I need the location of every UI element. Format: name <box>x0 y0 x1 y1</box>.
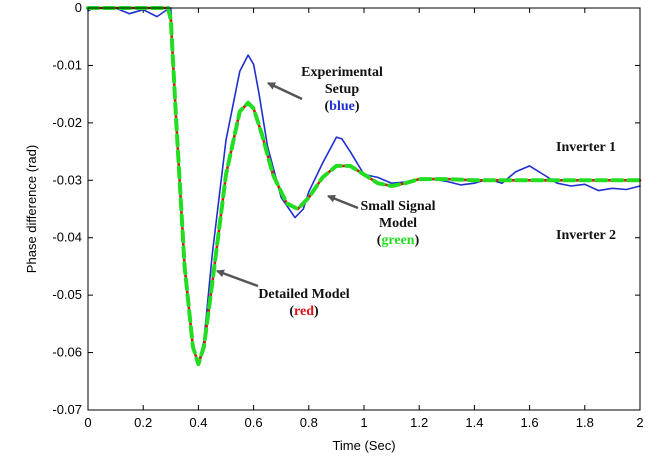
x-axis-label: Time (Sec) <box>332 438 395 453</box>
y-tick-label: 0 <box>75 0 82 15</box>
label-inverter-1: Inverter 1 <box>556 140 616 155</box>
y-tick-label: -0.03 <box>52 172 82 187</box>
annotation-small-signal-arrow <box>327 194 359 210</box>
x-tick-label: 1.2 <box>410 415 428 430</box>
y-tick-label: -0.06 <box>52 345 82 360</box>
annotation-small-signal-line2: Model <box>379 216 417 231</box>
series-layer <box>86 6 642 367</box>
annotation-experimental-color: (blue) <box>324 99 359 114</box>
annotation-small-signal-color: (green) <box>377 233 420 248</box>
x-tick-label: 0.2 <box>134 415 152 430</box>
x-tick-label: 0.6 <box>245 415 263 430</box>
y-tick-label: -0.02 <box>52 115 82 130</box>
annotation-detailed-line1: Detailed Model <box>258 287 349 302</box>
y-tick-label: -0.05 <box>52 287 82 302</box>
y-tick-label: -0.01 <box>52 57 82 72</box>
annotation-detailed-arrow <box>216 269 259 288</box>
annotation-detailed-color: (red) <box>289 304 319 319</box>
annotation-small-signal-line1: Small Signal <box>360 199 435 214</box>
annotation-experimental-line2: Setup <box>325 82 359 97</box>
x-tick-label: 1 <box>360 415 367 430</box>
plot-frame <box>87 7 641 411</box>
series-line-small-signal <box>86 6 642 367</box>
y-axis-ticks: 0 -0.01 -0.02 -0.03 -0.04 -0.05 -0.06 -0.07 <box>52 0 640 417</box>
x-tick-label: 2 <box>636 415 643 430</box>
y-tick-label: -0.07 <box>52 402 82 417</box>
y-tick-label: -0.04 <box>52 230 82 245</box>
x-tick-label: 0.4 <box>189 415 207 430</box>
y-axis-label: Phase difference (rad) <box>24 145 39 273</box>
annotation-experimental-line1: Experimental <box>301 65 383 80</box>
x-tick-label: 0 <box>84 415 91 430</box>
x-tick-label: 1.8 <box>576 415 594 430</box>
annotation-experimental-arrow <box>267 81 303 101</box>
x-tick-label: 1.6 <box>521 415 539 430</box>
x-axis-ticks: 0 0.2 0.4 0.6 0.8 1 1.2 1.4 1.6 1.8 2 <box>84 8 644 430</box>
x-tick-label: 1.4 <box>465 415 483 430</box>
x-tick-label: 0.8 <box>300 415 318 430</box>
label-inverter-2: Inverter 2 <box>556 228 616 243</box>
